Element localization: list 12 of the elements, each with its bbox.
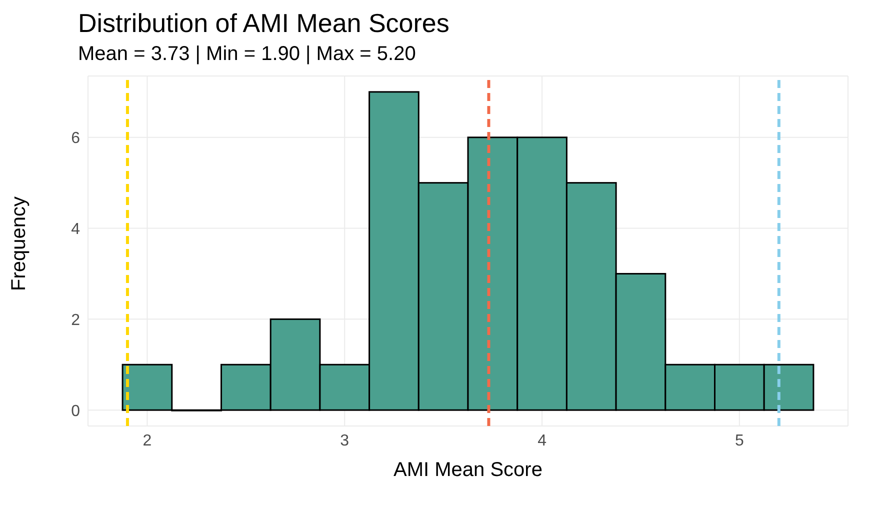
x-tick-label: 2: [142, 432, 152, 450]
y-axis-title: Frequency: [8, 196, 30, 291]
chart-subtitle: Mean = 3.73 | Min = 1.90 | Max = 5.20: [78, 43, 417, 66]
x-axis-title: AMI Mean Score: [394, 459, 542, 481]
chart-title: Distribution of AMI Mean Scores: [78, 8, 450, 39]
y-tick-label: 0: [71, 402, 80, 420]
y-tick-label: 2: [71, 312, 80, 329]
x-tick-label: 4: [538, 432, 547, 450]
y-tick-label: 6: [71, 130, 80, 148]
x-tick-label: 3: [340, 432, 350, 450]
y-tick-label: 4: [71, 220, 80, 238]
x-tick-label: 5: [734, 432, 744, 450]
